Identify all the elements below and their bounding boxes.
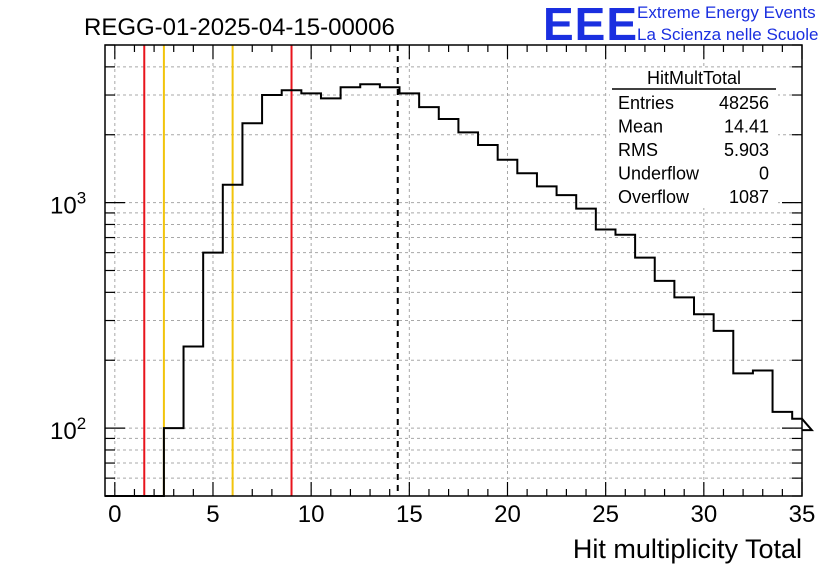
eee-logo: EEE — [543, 0, 638, 50]
x-tick-label: 10 — [298, 501, 325, 528]
x-tick-label: 5 — [206, 501, 219, 528]
stats-title: HitMultTotal — [647, 68, 741, 88]
plot-frame — [104, 44, 803, 497]
x-tick-label: 35 — [789, 501, 816, 528]
stats-label: Underflow — [618, 164, 700, 184]
x-tick-labels: 0 5 10 15 20 25 30 35 — [108, 501, 815, 528]
x-tick-label: 30 — [690, 501, 717, 528]
x-tick-label: 25 — [592, 501, 619, 528]
x-axis-title: Hit multiplicity Total — [573, 534, 802, 564]
histogram-line — [105, 83, 815, 497]
x-tick-label: 15 — [396, 501, 423, 528]
stats-label: Overflow — [618, 187, 690, 207]
y-tick-label: 103 — [50, 189, 86, 220]
eee-line1: Extreme Energy Events — [637, 3, 816, 22]
stats-value: 0 — [759, 164, 769, 184]
stats-box: HitMultTotal Entries 48256 Mean 14.41 RMS 5.9… — [610, 68, 778, 208]
stats-label: RMS — [618, 140, 658, 160]
stats-value: 5.903 — [724, 140, 769, 160]
y-tick-labels: 102 103 — [50, 189, 86, 446]
y-tick-label: 102 — [50, 414, 86, 445]
stats-value: 14.41 — [724, 117, 769, 137]
stats-label: Entries — [618, 93, 674, 113]
eee-line2: La Scienza nelle Scuole — [637, 25, 818, 44]
stats-value: 48256 — [719, 93, 769, 113]
stats-label: Mean — [618, 117, 663, 137]
x-tick-label: 20 — [494, 501, 521, 528]
stats-value: 1087 — [729, 187, 769, 207]
plot-title: REGG-01-2025-04-15-00006 — [84, 14, 395, 41]
marker-lines — [143, 45, 399, 496]
x-tick-label: 0 — [108, 501, 121, 528]
